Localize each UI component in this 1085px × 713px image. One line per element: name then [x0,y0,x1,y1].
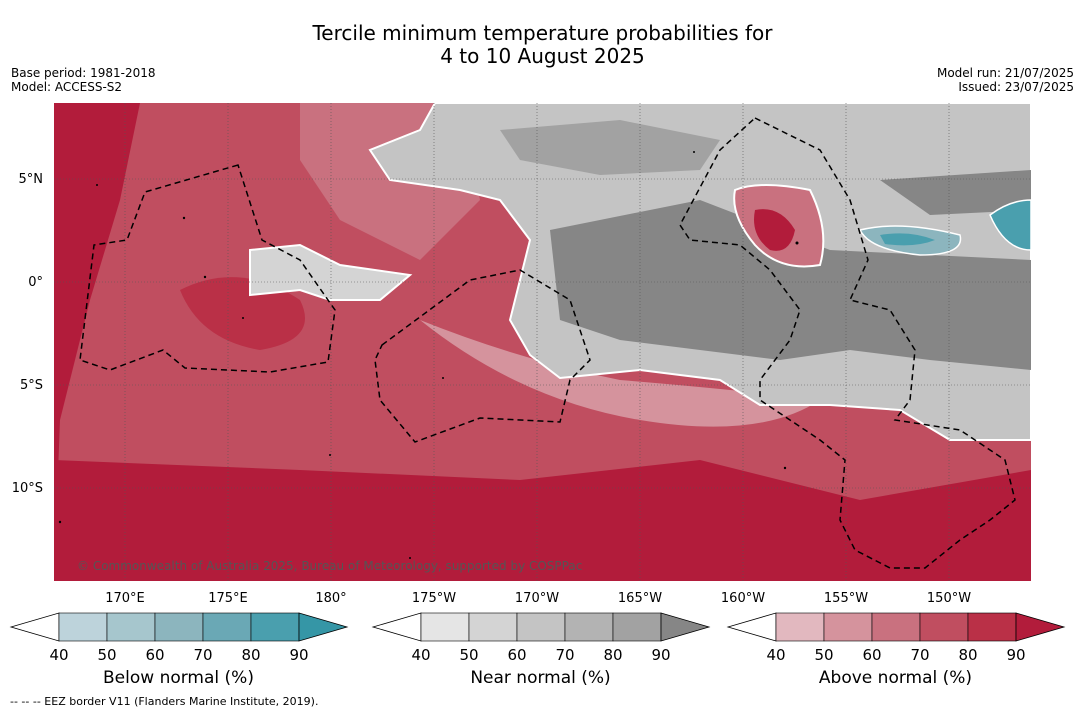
colorbar-tick-label: 40 [411,646,430,664]
colorbar-segment [919,612,969,642]
colorbar-high-extension [298,612,349,642]
above-normal-80-patch [180,277,305,350]
colorbar-tick-label: 60 [145,646,164,664]
colorbar-segment [468,612,518,642]
colorbar-near-normal: 40 50 60 70 80 90 [371,612,711,664]
colorbar-tick-label: 50 [814,646,833,664]
colorbar-segment [420,612,470,642]
colorbar-tick-label: 70 [555,646,574,664]
lon-label: 175°E [208,591,248,606]
colorbar-segment [106,612,156,642]
lon-label: 180° [315,591,346,606]
colorbar-tick-label: 70 [910,646,929,664]
colorbar-segment [775,612,825,642]
islands [58,151,799,559]
colorbar-segment [967,612,1017,642]
colorbar-low-extension [9,612,60,642]
eez-footnote: -- -- -- EEZ border V11 (Flanders Marine… [10,695,319,708]
colorbar-segment [250,612,300,642]
lon-label: 170°W [515,591,559,606]
lon-label: 155°W [824,591,868,606]
colorbar-tick-label: 90 [289,646,308,664]
colorbar-segment [564,612,614,642]
lon-label: 160°W [721,591,765,606]
colorbar-tick-label: 80 [958,646,977,664]
lon-label: 170°E [105,591,145,606]
below-normal-title: Below normal (%) [103,668,254,688]
colorbar-high-extension [660,612,711,642]
colorbar-tick-label: 50 [459,646,478,664]
chart-title-line-2: 4 to 10 August 2025 [440,44,645,68]
colorbar-segment [154,612,204,642]
colorbar-segment [202,612,252,642]
colorbar-segment [516,612,566,642]
lon-label: 150°W [927,591,971,606]
model-text: Model: ACCESS-S2 [11,80,123,94]
lat-label: 5°S [20,378,43,393]
model-run-text: Model run: 21/07/2025 [936,66,1074,80]
colorbar-segment [612,612,662,642]
colorbar-segment [871,612,921,642]
lat-label: 0° [28,275,43,290]
near-normal-80-north [500,120,720,175]
colorbar-above-normal: 40 50 60 70 80 90 [726,612,1066,664]
colorbar-tick-label: 60 [507,646,526,664]
lat-label: 10°S [12,481,43,496]
lat-label: 5°N [19,172,44,187]
above-normal-90-region-west [54,103,140,581]
below-normal-patch-edge [989,199,1031,251]
colorbar-tick-label: 90 [1006,646,1025,664]
eez-borders [79,117,1016,569]
colorbar-tick-label: 40 [49,646,68,664]
colorbar-tick-label: 90 [651,646,670,664]
colorbar-low-extension [371,612,422,642]
above-normal-90-region-south [54,460,1031,581]
colorbar-tick-label: 60 [862,646,881,664]
colorbar-segment [823,612,873,642]
issued-text: Issued: 23/07/2025 [958,80,1074,94]
colorbar-tick-label: 50 [97,646,116,664]
near-normal-90-northeast [880,170,1031,215]
copyright-text: © Commonwealth of Australia 2025, Bureau… [77,559,582,573]
colorbar-low-extension [726,612,777,642]
colorbar-tick-label: 80 [603,646,622,664]
base-period-text: Base period: 1981-2018 [11,66,156,80]
latitude-labels: 5°N 0° 5°S 10°S [12,172,43,496]
lon-label: 175°W [412,591,456,606]
chart-title-line-1: Tercile minimum temperature probabilitie… [312,21,773,45]
near-normal-title: Near normal (%) [470,668,611,688]
above-normal-60-band [420,320,820,427]
map-fields [54,103,1031,581]
longitude-labels: 170°E 175°E 180° 175°W 170°W 165°W 160°W… [105,591,971,606]
colorbar-below-normal: 40 50 60 70 80 90 [9,612,349,664]
colorbar-segment [58,612,108,642]
near-normal-west-patch [249,243,413,301]
lon-label: 165°W [618,591,662,606]
graticule [54,103,1031,581]
near-normal-90-core [550,200,1031,370]
colorbar-high-extension [1015,612,1066,642]
above-normal-central-core [754,209,795,251]
below-normal-core-east [880,233,935,246]
colorbar-tick-label: 80 [241,646,260,664]
above-normal-title: Above normal (%) [818,668,973,688]
colorbar-tick-label: 40 [766,646,785,664]
colorbar-tick-label: 70 [193,646,212,664]
